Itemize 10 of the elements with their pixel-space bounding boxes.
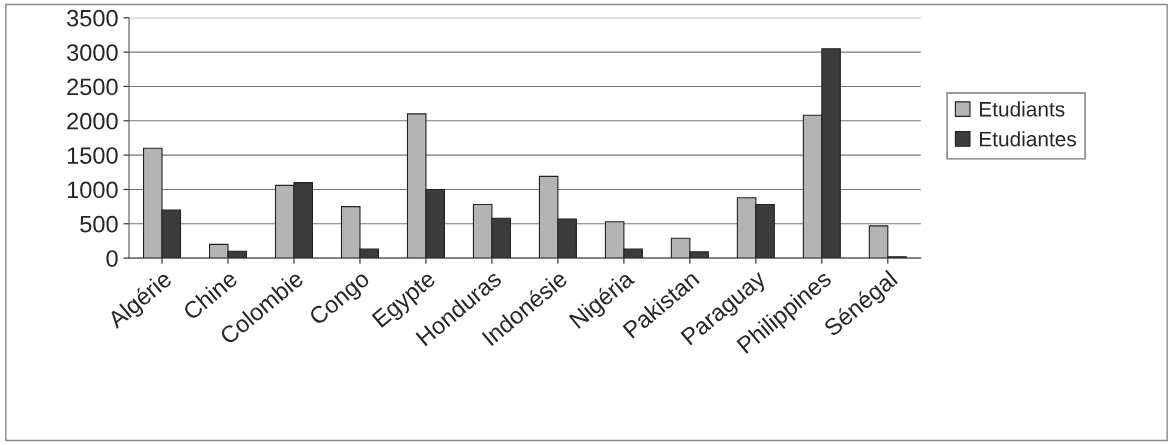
y-tick-label: 3000 (66, 44, 118, 61)
y-tick-label: 2500 (67, 78, 118, 96)
y-tick-label: 1500 (67, 147, 118, 164)
y-tick-label: 0 (106, 250, 118, 267)
y-tick-label: 500 (80, 215, 118, 233)
y-tick-label: 3500 (66, 9, 118, 27)
y-tick-label: 1000 (67, 181, 118, 199)
legend-label: Etudiants (980, 101, 1065, 117)
y-tick-label: 2000 (67, 112, 118, 130)
legend-label: Etudiantes (980, 131, 1077, 147)
